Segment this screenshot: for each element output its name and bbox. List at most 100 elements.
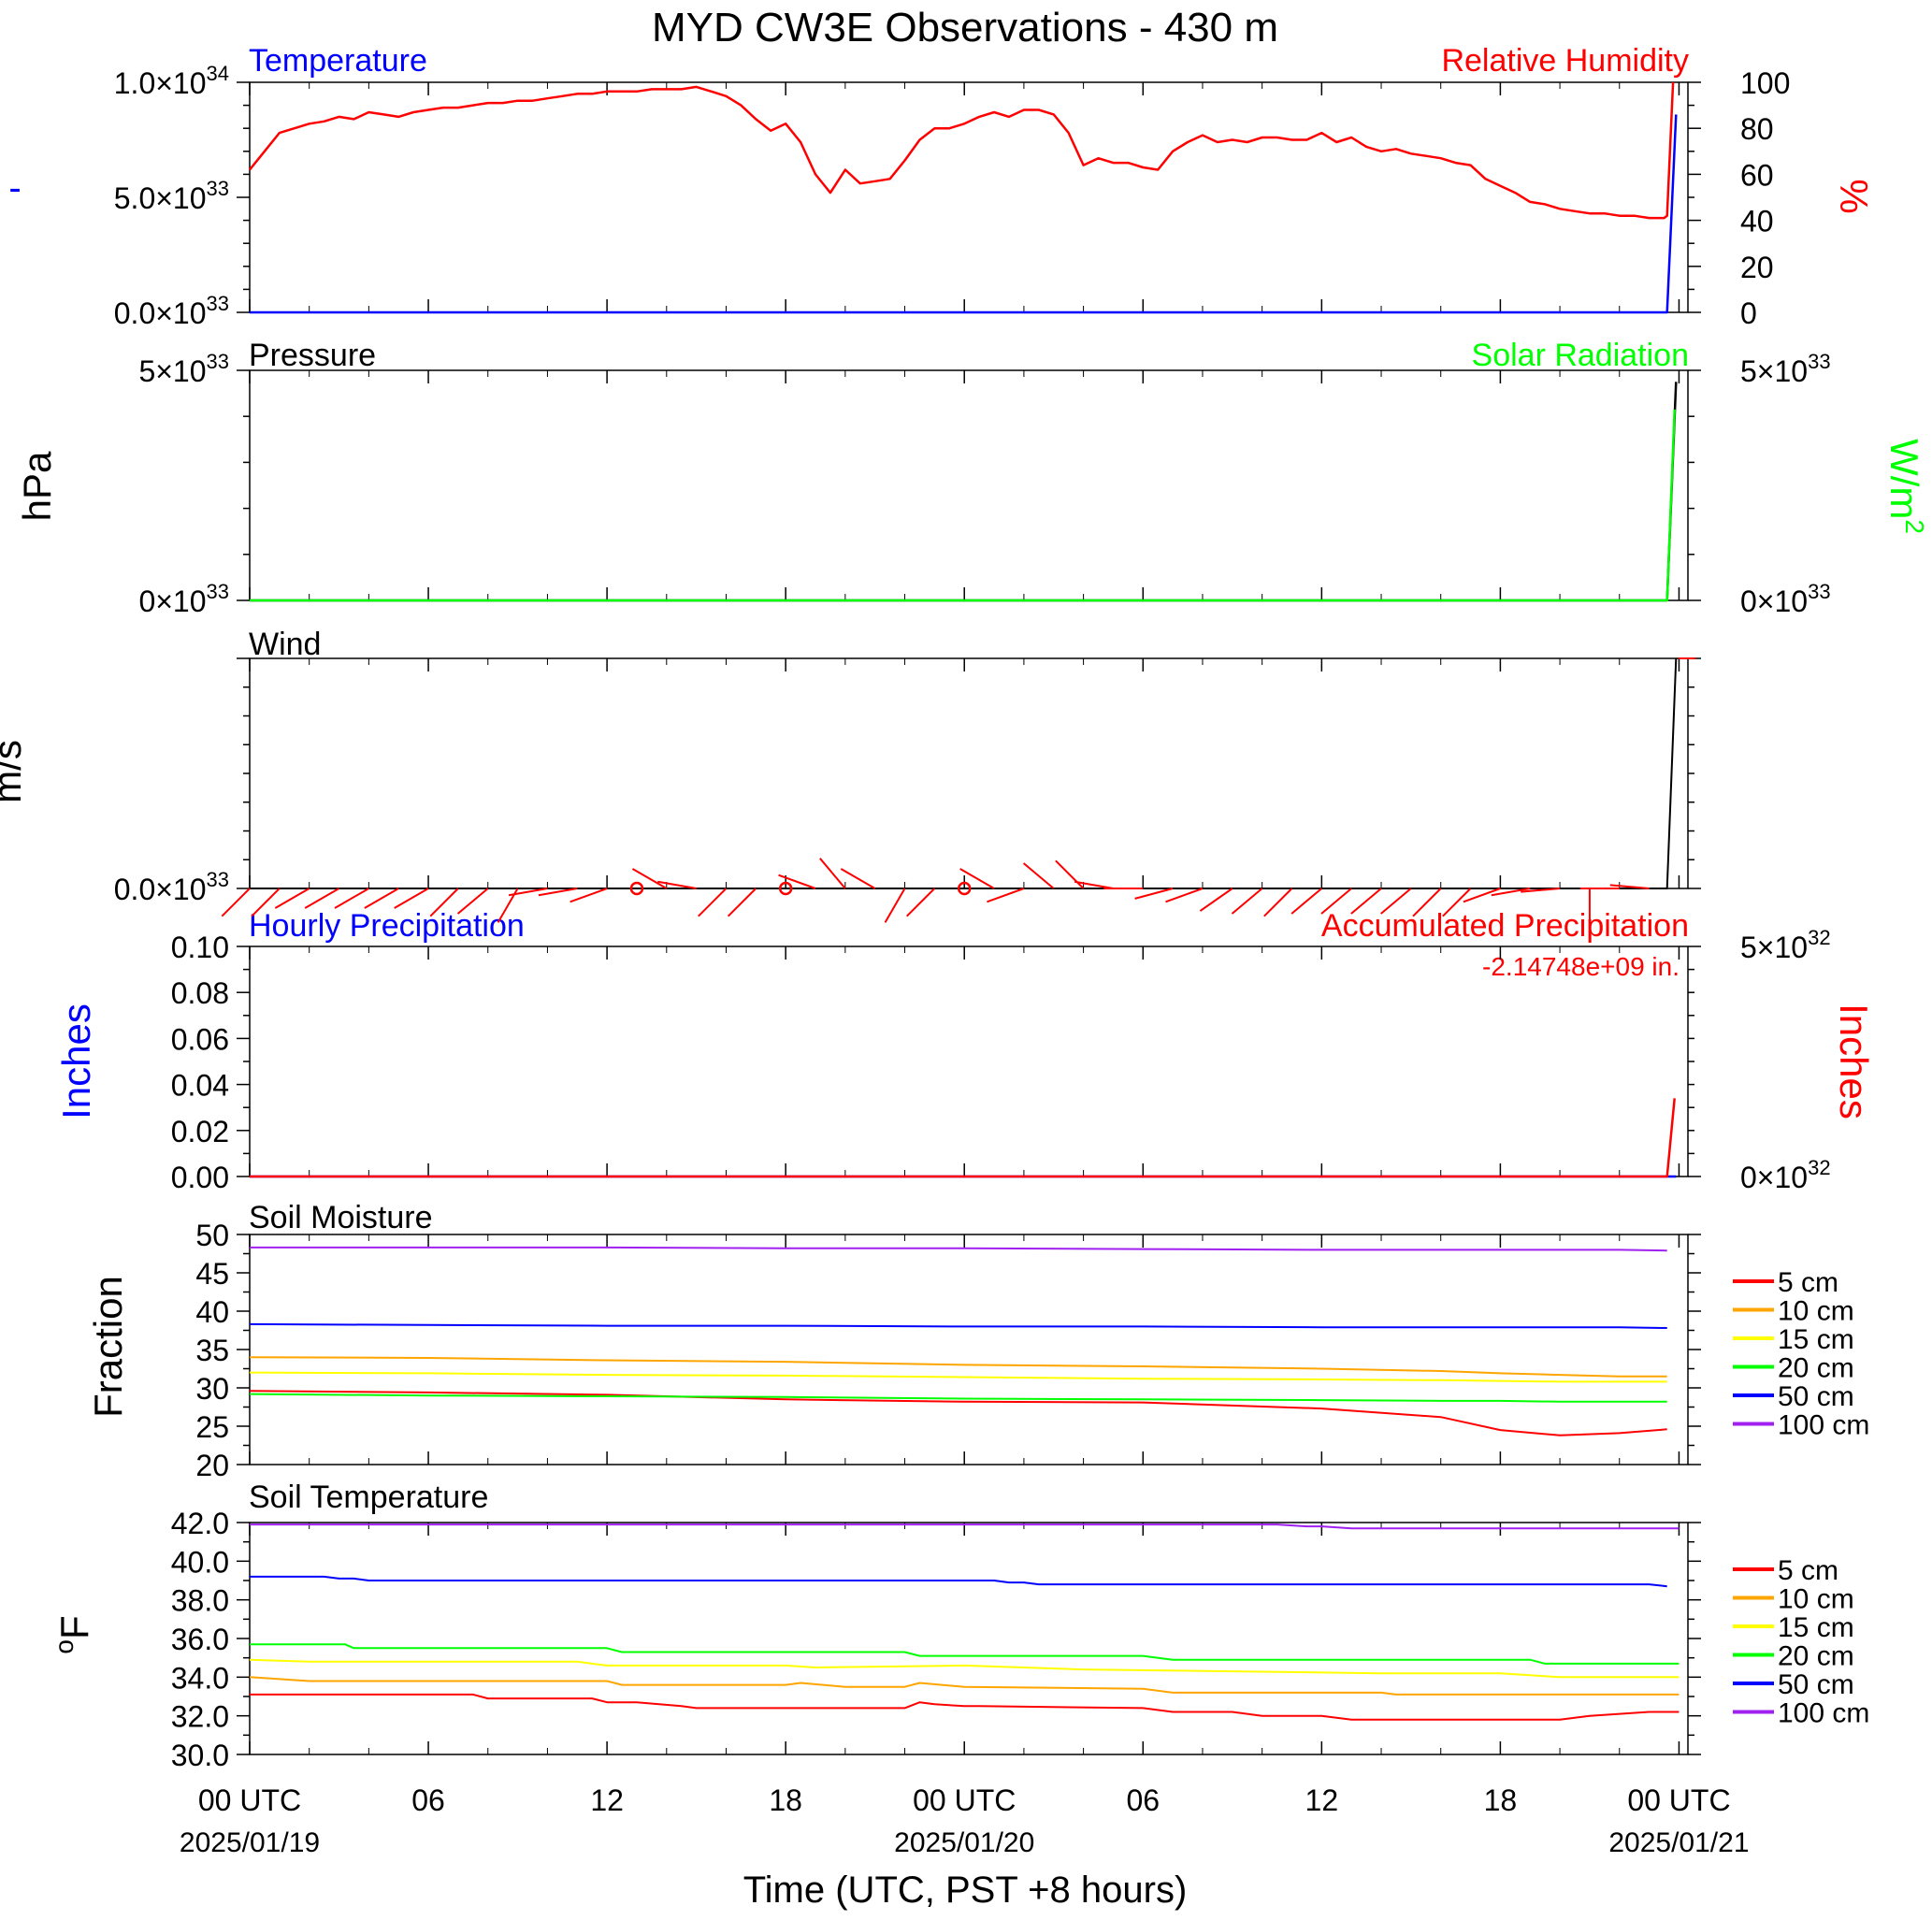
soil-moisture-line-4	[249, 1322, 1667, 1329]
soil-moisture-tick-label: 30	[195, 1372, 229, 1406]
pressure-tick-label: 5×1033	[138, 350, 229, 388]
solar-tick-label: 0×1033	[1740, 580, 1831, 618]
temp-rh-panel-frame	[249, 81, 1689, 313]
wind-barb	[778, 873, 816, 889]
figure-title: MYD CW3E Observations - 430 m	[652, 5, 1278, 51]
wind-barb	[884, 888, 906, 923]
soil-moisture-tick-label: 50	[195, 1219, 229, 1252]
accum-precip-tick-label-mantissa: 0	[1740, 1161, 1757, 1194]
soil-moisture-tick-label: 40	[195, 1295, 229, 1329]
accum-precip-tick-label-times: ×10	[1757, 931, 1808, 964]
wind-barb	[429, 888, 459, 917]
wind-barb	[304, 888, 340, 909]
soil-moisture-line-0	[249, 1390, 1667, 1436]
wind-barb	[1022, 862, 1055, 889]
soil-temp-tick-label: 34.0	[171, 1661, 229, 1695]
soil-moisture-title: Soil Moisture	[249, 1200, 433, 1235]
pressure-title: Pressure	[249, 338, 376, 373]
humidity-title: Relative Humidity	[1441, 43, 1689, 79]
soil-moisture-line-1	[249, 1356, 1667, 1378]
soil-temp-line-0	[250, 1693, 1680, 1721]
wind-barb	[1491, 888, 1531, 897]
x-tick-label: 00 UTC	[198, 1783, 301, 1817]
wind-barb	[570, 888, 608, 903]
hourly-precip-tick-label: 0.00	[171, 1161, 229, 1194]
soil-temp-line-4	[250, 1575, 1667, 1588]
hourly-precip-tick-label: 0.02	[171, 1115, 229, 1148]
wind-barb	[1320, 888, 1352, 915]
pressure-tick-label-mantissa: 0	[138, 585, 155, 618]
wind-barb	[1412, 888, 1442, 917]
humidity-line	[249, 81, 1675, 220]
x-tick-label: 06	[411, 1783, 445, 1817]
x-tick-label: 18	[769, 1783, 802, 1817]
soil-temp-unit-label: oF	[50, 1615, 96, 1653]
wind-barb	[698, 888, 728, 917]
humidity-tick-label: 100	[1740, 66, 1790, 100]
solar-unit-base: W/m	[1882, 439, 1926, 519]
pressure-tick-label-exponent: 33	[207, 580, 229, 603]
soil-temp-title: Soil Temperature	[249, 1480, 488, 1515]
wind-barb	[657, 880, 697, 889]
soil-temp-line-2	[249, 1658, 1680, 1679]
accum-precip-tick-label-exponent: 32	[1808, 1156, 1830, 1179]
accum-precip-tick-label-exponent: 32	[1808, 926, 1830, 949]
x-tick-label: 18	[1484, 1783, 1518, 1817]
wind-barb	[1350, 888, 1382, 915]
soil-temp-tick-label: 40.0	[171, 1545, 229, 1579]
wind-barb	[1380, 888, 1412, 915]
wind-calm-circle	[778, 881, 793, 896]
temperature-tick-label: 0.0×1033	[114, 292, 229, 330]
hourly-precip-tick-label: 0.08	[171, 976, 229, 1010]
x-tick-label: 00 UTC	[913, 1783, 1016, 1817]
wind-barb	[538, 888, 578, 897]
x-tick-label: 12	[1305, 1783, 1339, 1817]
temperature-tick-label-mantissa: 1.0	[114, 66, 155, 100]
temperature-unit-label: -	[8, 167, 21, 209]
soil-temp-tick-label: 32.0	[171, 1700, 229, 1734]
accum-precip-total: -2.14748e+09 in.	[1482, 952, 1680, 981]
precip-panel-frame	[249, 946, 1689, 1177]
wind-barb	[1609, 884, 1650, 889]
wind-barb	[905, 888, 936, 917]
humidity-tick-label: 0	[1740, 296, 1757, 330]
wind-barb	[456, 888, 489, 915]
wind-barb	[840, 868, 876, 889]
pressure-line	[250, 382, 1678, 602]
solar-tick-label-mantissa: 5	[1740, 354, 1757, 388]
wind-barb	[508, 888, 548, 897]
soil-moisture-tick-label: 20	[195, 1449, 229, 1482]
soil-temp-legend-label: 50 cm	[1778, 1669, 1854, 1700]
wind-tick-label-mantissa: 0.0	[114, 873, 155, 906]
soil-moisture-line-2	[249, 1371, 1667, 1383]
accum-precip-tick-label: 5×1032	[1740, 926, 1831, 964]
soil-temp-line-5	[250, 1523, 1680, 1530]
x-tick-label: 12	[590, 1783, 624, 1817]
temperature-line	[250, 114, 1678, 314]
soil-temp-tick-label: 38.0	[171, 1584, 229, 1618]
pressure-tick-label-times: ×10	[155, 585, 206, 618]
temperature-tick-label-mantissa: 5.0	[114, 181, 155, 215]
accum-precip-title: Accumulated Precipitation	[1321, 908, 1689, 944]
temperature-tick-label-exponent: 34	[207, 62, 229, 85]
wind-barb	[1199, 888, 1233, 912]
solar-tick-label-times: ×10	[1757, 354, 1808, 388]
wind-barb	[987, 888, 1025, 903]
wind-tick-label-times: ×10	[155, 873, 206, 906]
wind-calm-circle	[629, 881, 644, 896]
wind-calm-circle	[957, 881, 972, 896]
wind-tick-label: 0.0×1033	[114, 868, 229, 906]
wind-speed-line	[250, 657, 1678, 889]
x-tick-date-label: 2025/01/19	[180, 1827, 320, 1858]
wind-barb	[1263, 888, 1293, 917]
humidity-tick-label: 80	[1740, 112, 1774, 146]
x-tick-date-label: 2025/01/20	[894, 1827, 1034, 1858]
wind-barb	[1442, 888, 1472, 917]
wind-barb	[1463, 888, 1501, 903]
temperature-tick-label: 5.0×1033	[114, 177, 229, 215]
humidity-tick-label: 40	[1740, 205, 1774, 238]
solar-tick-label-mantissa: 0	[1740, 585, 1757, 618]
humidity-tick-label: 20	[1740, 251, 1774, 284]
temperature-tick-label-exponent: 33	[207, 177, 229, 200]
pressure-unit-label: hPa	[15, 451, 59, 521]
